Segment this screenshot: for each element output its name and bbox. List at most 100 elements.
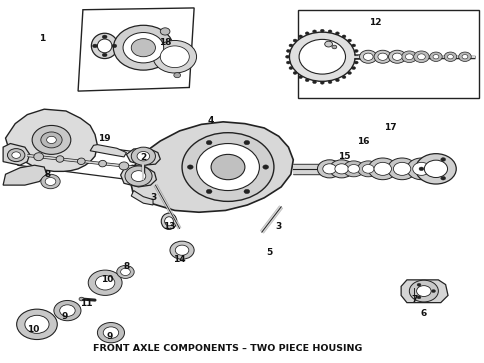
Ellipse shape	[77, 158, 85, 164]
Circle shape	[447, 54, 453, 59]
Circle shape	[418, 167, 423, 171]
Circle shape	[131, 171, 146, 182]
Circle shape	[41, 174, 60, 189]
Circle shape	[417, 54, 424, 60]
Circle shape	[117, 265, 134, 278]
Text: FRONT AXLE COMPONENTS – TWO PIECE HOUSING: FRONT AXLE COMPONENTS – TWO PIECE HOUSIN…	[93, 344, 362, 353]
Circle shape	[317, 160, 341, 178]
Circle shape	[359, 50, 376, 63]
Circle shape	[123, 33, 163, 63]
Circle shape	[341, 76, 345, 78]
Circle shape	[153, 40, 196, 73]
Circle shape	[388, 50, 405, 63]
Text: 3: 3	[275, 222, 281, 231]
Ellipse shape	[161, 213, 176, 229]
Circle shape	[243, 140, 249, 145]
Polygon shape	[90, 144, 126, 157]
Circle shape	[377, 53, 387, 60]
Circle shape	[131, 39, 155, 57]
Circle shape	[79, 297, 84, 301]
Text: 16: 16	[356, 137, 369, 146]
Text: 7: 7	[410, 294, 417, 303]
Circle shape	[32, 126, 71, 154]
Circle shape	[113, 25, 173, 70]
Text: 14: 14	[173, 255, 185, 264]
Circle shape	[431, 290, 435, 293]
Circle shape	[322, 164, 335, 174]
Text: 15: 15	[337, 152, 349, 161]
Circle shape	[292, 72, 296, 74]
Circle shape	[196, 143, 259, 191]
Circle shape	[406, 158, 435, 180]
Ellipse shape	[99, 160, 106, 167]
Circle shape	[354, 55, 358, 58]
Circle shape	[347, 164, 359, 173]
Circle shape	[329, 160, 353, 178]
Text: 18: 18	[159, 38, 171, 47]
Circle shape	[97, 323, 124, 343]
Polygon shape	[126, 148, 160, 165]
Circle shape	[351, 44, 355, 47]
Polygon shape	[78, 8, 194, 91]
Circle shape	[102, 53, 107, 57]
Circle shape	[415, 154, 455, 184]
Circle shape	[60, 305, 75, 317]
Circle shape	[288, 44, 292, 47]
Circle shape	[408, 280, 438, 302]
Ellipse shape	[164, 217, 173, 226]
Text: 2: 2	[140, 154, 146, 163]
Text: 17: 17	[383, 123, 395, 132]
Circle shape	[416, 296, 420, 299]
Polygon shape	[3, 143, 30, 165]
Circle shape	[362, 164, 373, 173]
Circle shape	[92, 44, 97, 48]
Circle shape	[320, 29, 324, 32]
Circle shape	[103, 327, 119, 338]
Circle shape	[440, 176, 445, 180]
Circle shape	[304, 32, 308, 35]
Circle shape	[88, 270, 122, 295]
Text: 3: 3	[150, 193, 156, 202]
Circle shape	[334, 164, 348, 174]
Circle shape	[45, 178, 56, 185]
Text: 8: 8	[123, 262, 129, 271]
Circle shape	[373, 162, 391, 175]
Circle shape	[328, 30, 331, 33]
Circle shape	[347, 39, 351, 42]
Ellipse shape	[34, 153, 44, 161]
Circle shape	[121, 268, 130, 276]
Circle shape	[440, 158, 445, 161]
Circle shape	[187, 165, 193, 169]
Circle shape	[182, 133, 273, 201]
Circle shape	[288, 66, 292, 69]
Circle shape	[335, 79, 339, 82]
Circle shape	[458, 52, 470, 61]
Circle shape	[392, 53, 401, 60]
Circle shape	[12, 152, 20, 158]
Text: 8: 8	[45, 170, 51, 179]
Circle shape	[347, 72, 351, 74]
Circle shape	[416, 286, 430, 297]
Circle shape	[405, 54, 412, 60]
Circle shape	[387, 158, 416, 180]
Text: 9: 9	[61, 311, 68, 321]
Circle shape	[461, 54, 467, 59]
Bar	[298, 10, 479, 98]
Circle shape	[289, 32, 354, 81]
Circle shape	[112, 44, 117, 48]
Polygon shape	[130, 122, 293, 212]
Circle shape	[41, 132, 62, 148]
Circle shape	[206, 140, 212, 145]
Circle shape	[354, 49, 358, 52]
Circle shape	[443, 52, 456, 61]
Circle shape	[16, 309, 57, 339]
Circle shape	[432, 54, 438, 59]
Circle shape	[25, 315, 49, 333]
Circle shape	[393, 162, 410, 175]
Circle shape	[357, 161, 378, 177]
Text: 13: 13	[163, 222, 175, 231]
Circle shape	[243, 189, 249, 193]
Text: 9: 9	[106, 332, 112, 341]
Text: 10: 10	[101, 275, 113, 284]
Circle shape	[206, 189, 212, 193]
